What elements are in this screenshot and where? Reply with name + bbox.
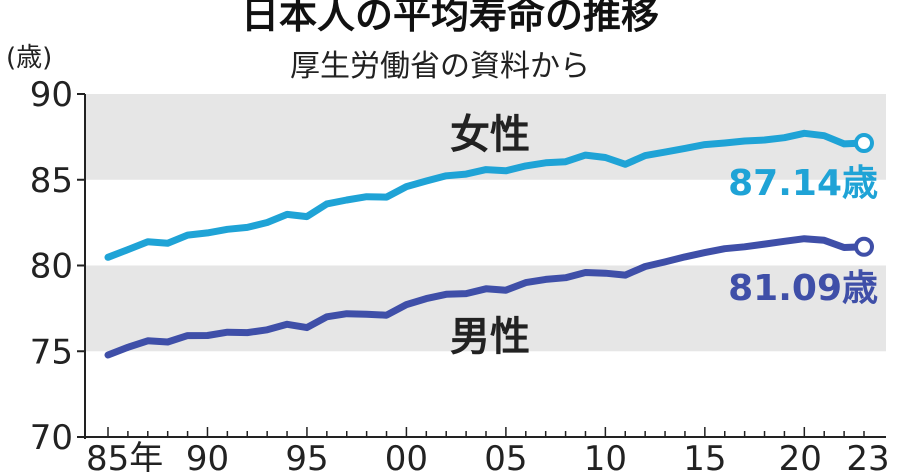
y-tick-label: 75 xyxy=(30,332,73,372)
x-tick-label: 85年 xyxy=(86,439,163,472)
grid-band-0 xyxy=(85,94,886,180)
y-tick-labels: 70 75 80 85 90 xyxy=(30,75,73,458)
y-tick-label: 90 xyxy=(30,75,73,115)
y-tick-label: 80 xyxy=(30,247,73,287)
axes xyxy=(77,93,886,439)
y-axis-unit: (歳) xyxy=(6,43,52,73)
x-tick-label: 23 xyxy=(846,439,889,472)
series-label-male: 男性 xyxy=(450,314,530,360)
x-tick-label: 05 xyxy=(484,439,527,472)
series-line-male xyxy=(104,235,868,359)
y-tick-label: 70 xyxy=(30,418,73,458)
end-value-label-male: 81.09歳 xyxy=(728,268,878,309)
chart-subtitle: 厚生労働省の資料から xyxy=(290,49,590,84)
y-tick-label: 85 xyxy=(30,161,73,201)
bands-layer xyxy=(85,94,886,352)
x-tick-label: 10 xyxy=(584,439,627,472)
series-line-female xyxy=(104,129,868,261)
series-endpoint-male xyxy=(854,236,874,257)
x-tick-label: 15 xyxy=(683,439,726,472)
x-tick-labels: 85年 90 95 00 05 10 15 20 23 xyxy=(86,439,890,472)
series-endpoint-female xyxy=(854,133,874,154)
chart-title: 日本人の平均寿命の推移 xyxy=(241,0,659,37)
end-value-label-female: 87.14歳 xyxy=(728,163,878,204)
x-tick-label: 00 xyxy=(385,439,428,472)
x-tick-label: 95 xyxy=(285,439,328,472)
x-tick-label: 20 xyxy=(779,439,822,472)
x-tick-label: 90 xyxy=(186,439,229,472)
series-label-female: 女性 xyxy=(450,112,530,158)
series-layer xyxy=(104,129,874,359)
